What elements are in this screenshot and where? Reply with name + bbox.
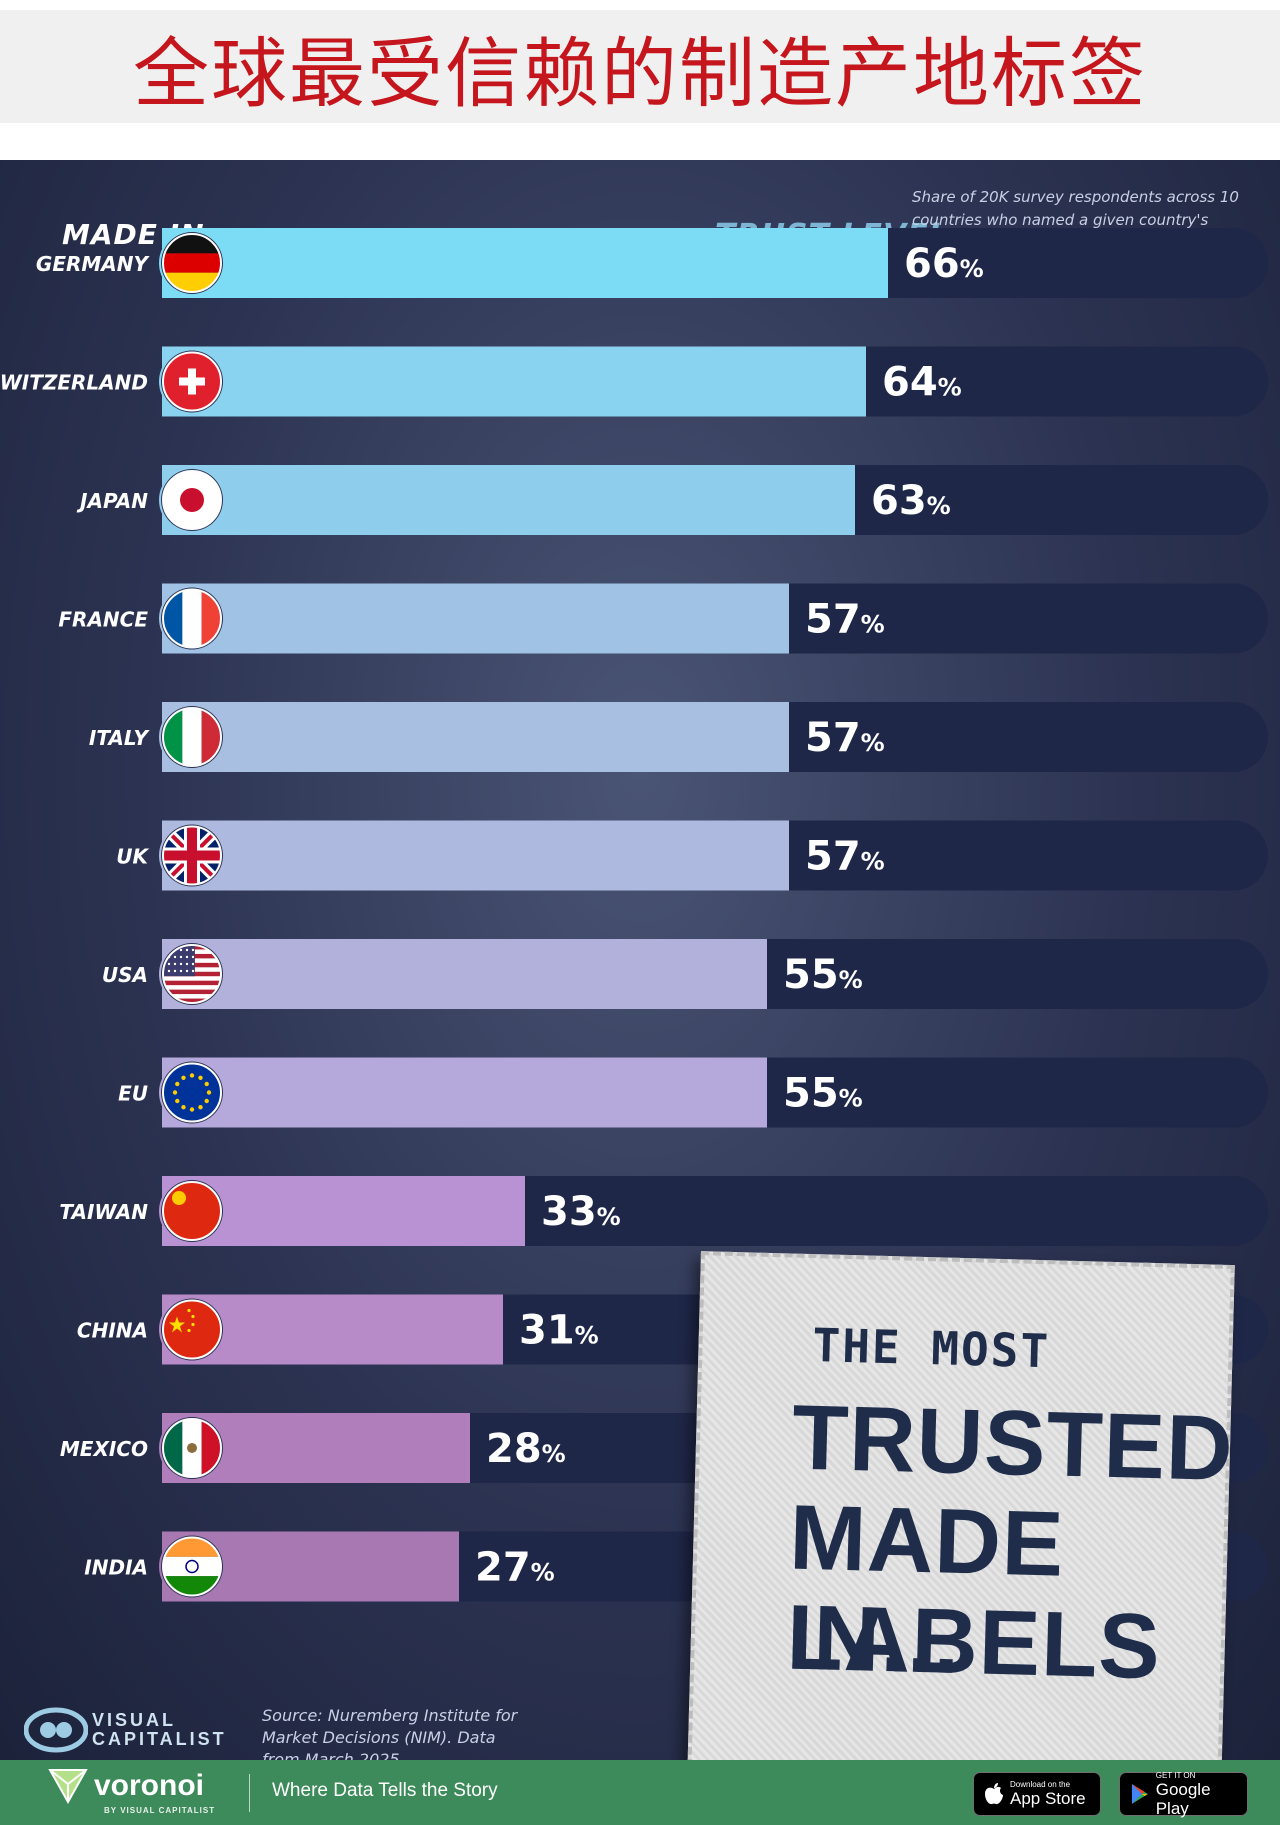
voronoi-byline: BY VISUAL CAPITALIST bbox=[104, 1806, 216, 1815]
app-store-button[interactable]: Download on the App Store bbox=[973, 1772, 1101, 1816]
flag-ring bbox=[162, 707, 222, 767]
japan-flag-icon bbox=[163, 471, 221, 529]
country-label: ITALY bbox=[89, 726, 151, 750]
fabric-label-card: THE MOST TRUSTED MADE IN... LABELS bbox=[687, 1251, 1235, 1760]
flag-ring bbox=[162, 1536, 222, 1597]
eu-flag-icon bbox=[163, 1063, 221, 1122]
google-play-button[interactable]: GET IT ON Google Play bbox=[1119, 1770, 1248, 1818]
label-card-line-4: LABELS bbox=[785, 1586, 1163, 1699]
bar bbox=[162, 939, 767, 1009]
flag-ring bbox=[162, 1062, 222, 1123]
bar-row: UK 57% bbox=[116, 820, 1268, 891]
usa-flag-icon bbox=[163, 945, 221, 1003]
footer-tagline: Where Data Tells the Story bbox=[272, 1780, 498, 1801]
country-label: MEXICO bbox=[60, 1437, 148, 1461]
bar-row: EU 55% bbox=[118, 1057, 1268, 1128]
banner-title: 全球最受信赖的制造产地标签 bbox=[133, 28, 1147, 118]
value-label: 55% bbox=[783, 952, 863, 998]
footer-divider bbox=[249, 1774, 250, 1812]
country-label: UK bbox=[116, 845, 149, 869]
bar bbox=[162, 820, 789, 891]
flag-ring bbox=[162, 233, 222, 293]
voronoi-wordmark: voronoi bbox=[94, 1769, 204, 1802]
google-play-big-text: Google Play bbox=[1155, 1779, 1211, 1818]
country-label: FRANCE bbox=[58, 608, 148, 632]
voronoi-icon bbox=[48, 1769, 88, 1805]
uk-flag-icon bbox=[163, 826, 221, 885]
flag-ring bbox=[162, 1181, 222, 1241]
country-label: CHINA bbox=[77, 1319, 148, 1343]
apple-icon bbox=[985, 1783, 1003, 1805]
flag-ring bbox=[162, 1299, 222, 1360]
bar-chart: GERMANY 66%SWITZERLAND 64%JAPAN 63%FRANCE 57… bbox=[0, 228, 1268, 1602]
label-card-line-1: THE MOST bbox=[811, 1318, 1051, 1379]
bar-row: GERMANY 66% bbox=[36, 228, 1268, 298]
switzerland-flag-icon bbox=[163, 352, 221, 411]
flag-ring bbox=[162, 588, 222, 649]
google-play-icon bbox=[1131, 1784, 1148, 1804]
app-store-small-text: Download on the bbox=[1010, 1780, 1071, 1789]
country-label: SWITZERLAND bbox=[0, 371, 148, 395]
google-play-small-text: GET IT ON bbox=[1155, 1770, 1196, 1780]
country-label: JAPAN bbox=[76, 489, 148, 513]
bar bbox=[162, 702, 789, 772]
bar bbox=[162, 465, 855, 535]
flag-ring bbox=[162, 470, 222, 530]
value-label: 57% bbox=[805, 715, 885, 761]
taiwan-flag-icon bbox=[163, 1182, 221, 1240]
footer-bar: voronoi BY VISUAL CAPITALIST Where Data … bbox=[0, 1760, 1280, 1825]
app-store-big-text: App Store bbox=[1010, 1789, 1086, 1808]
bar bbox=[162, 228, 888, 298]
source-note: Source: Nuremberg Institute for Market D… bbox=[262, 1706, 518, 1760]
bar-row: USA 55% bbox=[102, 939, 1268, 1009]
flag-ring bbox=[162, 825, 222, 886]
infographic-poster: MADE IN... TRUST LEVEL Share of 20K surv… bbox=[0, 160, 1280, 1760]
bar-row: ITALY 57% bbox=[89, 702, 1268, 772]
visual-capitalist-word-1: VISUAL bbox=[92, 1710, 177, 1730]
voronoi-logo[interactable]: voronoi bbox=[46, 1766, 204, 1806]
china-flag-icon bbox=[163, 1300, 221, 1359]
banner: 全球最受信赖的制造产地标签 bbox=[0, 10, 1280, 123]
visual-capitalist-logo: VISUAL CAPITALIST bbox=[24, 1707, 227, 1753]
bar bbox=[162, 583, 789, 654]
country-label: USA bbox=[102, 963, 148, 987]
bar bbox=[162, 1057, 767, 1128]
country-label: INDIA bbox=[84, 1556, 148, 1580]
label-card-line-2: TRUSTED bbox=[790, 1386, 1235, 1501]
visual-capitalist-word-2: CAPITALIST bbox=[92, 1729, 227, 1749]
bar bbox=[162, 346, 866, 417]
country-label: EU bbox=[118, 1082, 148, 1106]
bar-row: TAIWAN 33% bbox=[59, 1176, 1268, 1246]
country-label: GERMANY bbox=[36, 252, 151, 276]
flag-ring bbox=[162, 1418, 222, 1478]
bar-row: FRANCE 57% bbox=[58, 583, 1268, 654]
bar-row: JAPAN 63% bbox=[76, 465, 1268, 535]
visual-capitalist-icon bbox=[24, 1707, 88, 1753]
bar-row: SWITZERLAND 64% bbox=[0, 346, 1268, 417]
flag-ring bbox=[162, 351, 222, 412]
flag-ring bbox=[162, 944, 222, 1004]
country-label: TAIWAN bbox=[59, 1200, 148, 1224]
